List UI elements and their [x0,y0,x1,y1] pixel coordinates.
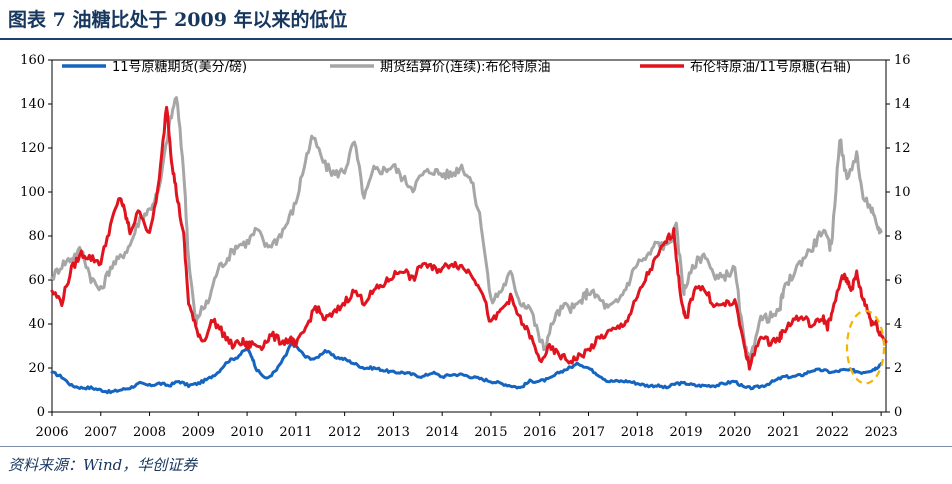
x-tick-label: 2014 [426,425,459,440]
y-right-tick-label: 10 [894,185,911,200]
chart-legend: 11号原糖期货(美分/磅) 期货结算价(连续):布伦特原油 布伦特原油/11号原糖(… [62,59,851,75]
y-right-tick-label: 16 [894,53,911,68]
legend-label-oil: 期货结算价(连续):布伦特原油 [380,59,551,75]
y-left-tick-label: 40 [28,317,45,332]
x-tick-label: 2022 [816,425,849,440]
title-divider [0,38,952,40]
y-right-tick-label: 12 [894,141,911,156]
y-right-tick-label: 0 [894,405,902,420]
series-line-sugar [50,341,883,395]
x-tick-label: 2023 [865,425,898,440]
x-tick-label: 2010 [231,425,264,440]
x-tick-label: 2017 [572,425,605,440]
x-tick-label: 2019 [669,425,702,440]
chart-axes: 0 20 40 60 80 100 120 140 160 0 2 4 6 8 10 12 14 16 2006 20… [20,53,910,440]
series-line-ratio [50,105,888,371]
x-tick-label: 2021 [767,425,800,440]
x-tick-label: 2012 [328,425,361,440]
chart-series [50,96,888,395]
x-tick-label: 2009 [182,425,215,440]
series-line-oil [50,96,883,362]
y-left-tick-label: 120 [20,141,45,156]
y-right-tick-label: 2 [894,361,902,376]
figure-title: 图表 7 油糖比处于 2009 年以来的低位 [8,9,348,31]
x-tick-label: 2006 [35,425,68,440]
x-tick-label: 2015 [474,425,507,440]
legend-label-ratio: 布伦特原油/11号原糖(右轴) [690,59,851,75]
chart: 0 20 40 60 80 100 120 140 160 0 2 4 6 8 10 12 14 16 2006 20… [20,53,910,440]
y-right-tick-label: 8 [894,229,902,244]
highlight-ellipse [845,309,886,385]
y-left-tick-label: 100 [20,185,45,200]
y-right-tick-label: 6 [894,273,902,288]
y-right-tick-label: 14 [894,97,911,112]
x-tick-label: 2011 [279,425,312,440]
y-left-tick-label: 80 [28,229,45,244]
x-tick-label: 2007 [84,425,117,440]
y-left-tick-label: 140 [20,97,45,112]
source-note: 资料来源：Wind，华创证券 [8,456,198,474]
x-tick-label: 2018 [621,425,654,440]
y-left-tick-label: 60 [28,273,45,288]
y-left-tick-label: 0 [37,405,45,420]
footer-divider [0,446,952,447]
y-right-tick-label: 4 [894,317,902,332]
x-tick-label: 2016 [523,425,556,440]
y-left-tick-label: 20 [28,361,45,376]
legend-label-sugar: 11号原糖期货(美分/磅) [112,59,247,75]
y-left-tick-label: 160 [20,53,45,68]
x-tick-label: 2008 [133,425,166,440]
x-tick-label: 2013 [377,425,410,440]
x-tick-label: 2020 [718,425,751,440]
